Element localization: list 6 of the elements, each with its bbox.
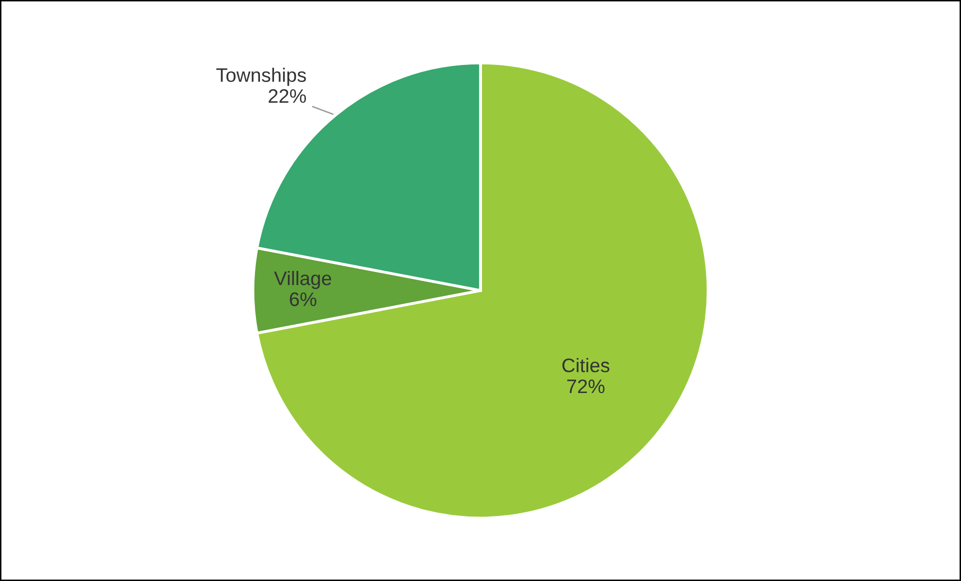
slice-label: Townships (216, 68, 306, 86)
data-label: 6% (290, 292, 316, 306)
data-label: 72% (567, 379, 604, 394)
slice-label: Village (274, 270, 332, 290)
data-label: 22% (268, 89, 306, 103)
slice-label: Cities (562, 358, 610, 372)
